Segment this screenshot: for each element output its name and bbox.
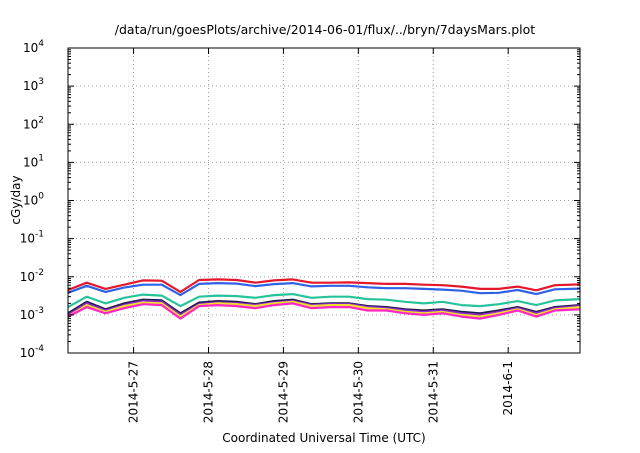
y-tick-label: 10-1 (20, 230, 44, 246)
series-layer (67, 278, 581, 320)
y-tick-label: 10-3 (20, 306, 44, 322)
y-tick-label: 10-4 (20, 344, 45, 360)
y-tick-label: 104 (23, 39, 44, 55)
x-axis: 2014-5-27 2014-5-28 2014-5-29 2014-5-30 2014… (127, 48, 515, 423)
series-line-1 (67, 278, 581, 293)
series-line-2 (67, 282, 581, 297)
x-tick-label: 2014-5-30 (351, 361, 365, 423)
y-tick-label: 101 (23, 153, 44, 169)
y-tick-label: 10-2 (20, 268, 44, 284)
x-tick-label: 2014-5-27 (127, 361, 141, 423)
y-tick-label: 103 (23, 77, 44, 93)
x-axis-label: Coordinated Universal Time (UTC) (222, 431, 425, 445)
series-line-6 (67, 300, 581, 318)
x-tick-label: 2014-5-31 (426, 361, 440, 423)
series-line-3 (67, 293, 581, 309)
series-line-7 (67, 302, 581, 320)
y-tick-label: 100 (23, 192, 44, 208)
chart-title: /data/run/goesPlots/archive/2014-06-01/f… (115, 22, 536, 37)
y-tick-label: 102 (23, 115, 44, 131)
x-tick-label: 2014-5-29 (276, 361, 290, 423)
x-tick-label: 2014-5-28 (201, 361, 215, 423)
grid (68, 48, 580, 353)
y-axis-label: cGy/day (9, 175, 23, 224)
x-tick-label: 2014-6-1 (501, 361, 515, 415)
